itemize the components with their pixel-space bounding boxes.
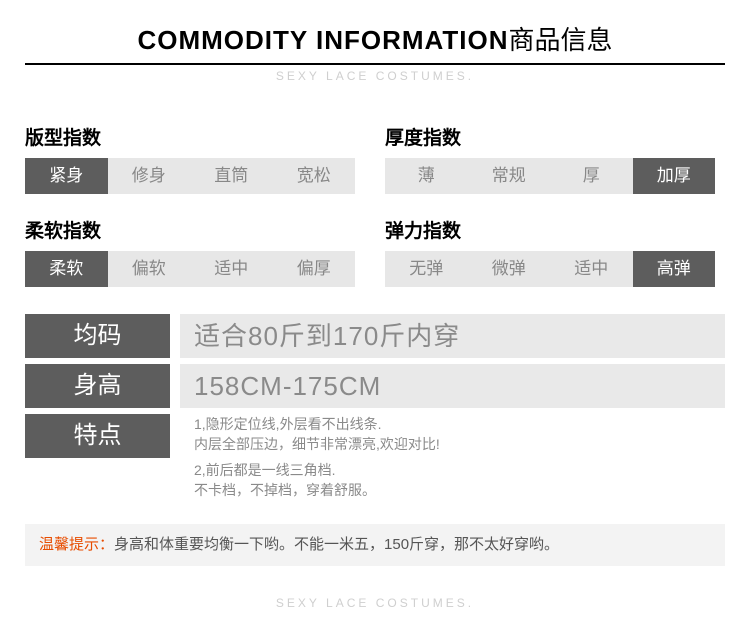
height-row: 身高 158CM-175CM xyxy=(25,364,725,408)
footer-subtitle: SEXY LACE COSTUMES. xyxy=(25,596,725,610)
height-value: 158CM-175CM xyxy=(180,364,725,408)
size-row: 均码 适合80斤到170斤内穿 xyxy=(25,314,725,358)
feature-2b: 不卡档，不掉档，穿着舒服。 xyxy=(194,482,376,498)
elasticity-opt-3: 高弹 xyxy=(633,251,716,287)
feature-row: 特点 1,隐形定位线,外层看不出线条. 内层全部压边，细节非常漂亮,欢迎对比! … xyxy=(25,414,725,506)
thickness-opt-0: 薄 xyxy=(385,158,468,194)
feature-1b: 内层全部压边，细节非常漂亮,欢迎对比! xyxy=(194,436,440,452)
size-key: 均码 xyxy=(25,314,170,358)
elasticity-label: 弹力指数 xyxy=(385,216,715,243)
tip-label: 温馨提示： xyxy=(39,536,114,553)
fit-opt-1: 修身 xyxy=(108,158,191,194)
softness-label: 柔软指数 xyxy=(25,216,355,243)
softness-index-block: 柔软指数 柔软 偏软 适中 偏厚 xyxy=(25,216,355,287)
thickness-opt-3: 加厚 xyxy=(633,158,716,194)
feature-block: 1,隐形定位线,外层看不出线条. 内层全部压边，细节非常漂亮,欢迎对比! 2,前… xyxy=(180,414,725,506)
title-cn: 商品信息 xyxy=(509,25,613,55)
title-en: COMMODITY INFORMATION xyxy=(137,25,508,55)
size-value: 适合80斤到170斤内穿 xyxy=(180,314,725,358)
elasticity-options: 无弹 微弹 适中 高弹 xyxy=(385,251,715,287)
elasticity-index-block: 弹力指数 无弹 微弹 适中 高弹 xyxy=(385,216,715,287)
feature-1: 1,隐形定位线,外层看不出线条. 内层全部压边，细节非常漂亮,欢迎对比! xyxy=(180,414,725,454)
thickness-options: 薄 常规 厚 加厚 xyxy=(385,158,715,194)
fit-opt-0: 紧身 xyxy=(25,158,108,194)
softness-opt-1: 偏软 xyxy=(108,251,191,287)
softness-options: 柔软 偏软 适中 偏厚 xyxy=(25,251,355,287)
feature-key: 特点 xyxy=(25,414,170,458)
fit-index-block: 版型指数 紧身 修身 直筒 宽松 xyxy=(25,123,355,194)
fit-opt-3: 宽松 xyxy=(273,158,356,194)
tip-box: 温馨提示：身高和体重要均衡一下哟。不能一米五，150斤穿，那不太好穿哟。 xyxy=(25,524,725,566)
fit-options: 紧身 修身 直筒 宽松 xyxy=(25,158,355,194)
elasticity-opt-2: 适中 xyxy=(550,251,633,287)
height-key: 身高 xyxy=(25,364,170,408)
header-title: COMMODITY INFORMATION商品信息 xyxy=(25,20,725,65)
softness-opt-0: 柔软 xyxy=(25,251,108,287)
thickness-opt-2: 厚 xyxy=(550,158,633,194)
feature-2: 2,前后都是一线三角档. 不卡档，不掉档，穿着舒服。 xyxy=(180,460,725,500)
softness-opt-2: 适中 xyxy=(190,251,273,287)
softness-opt-3: 偏厚 xyxy=(273,251,356,287)
thickness-label: 厚度指数 xyxy=(385,123,715,150)
tip-text: 身高和体重要均衡一下哟。不能一米五，150斤穿，那不太好穿哟。 xyxy=(114,536,559,553)
fit-opt-2: 直筒 xyxy=(190,158,273,194)
thickness-opt-1: 常规 xyxy=(468,158,551,194)
elasticity-opt-1: 微弹 xyxy=(468,251,551,287)
header-subtitle: SEXY LACE COSTUMES. xyxy=(25,69,725,83)
elasticity-opt-0: 无弹 xyxy=(385,251,468,287)
feature-2a: 2,前后都是一线三角档. xyxy=(194,462,336,478)
index-grid: 版型指数 紧身 修身 直筒 宽松 厚度指数 薄 常规 厚 加厚 柔软指数 柔软 … xyxy=(25,123,725,309)
feature-1a: 1,隐形定位线,外层看不出线条. xyxy=(194,416,381,432)
thickness-index-block: 厚度指数 薄 常规 厚 加厚 xyxy=(385,123,715,194)
info-rows: 均码 适合80斤到170斤内穿 身高 158CM-175CM 特点 1,隐形定位… xyxy=(25,314,725,506)
fit-label: 版型指数 xyxy=(25,123,355,150)
